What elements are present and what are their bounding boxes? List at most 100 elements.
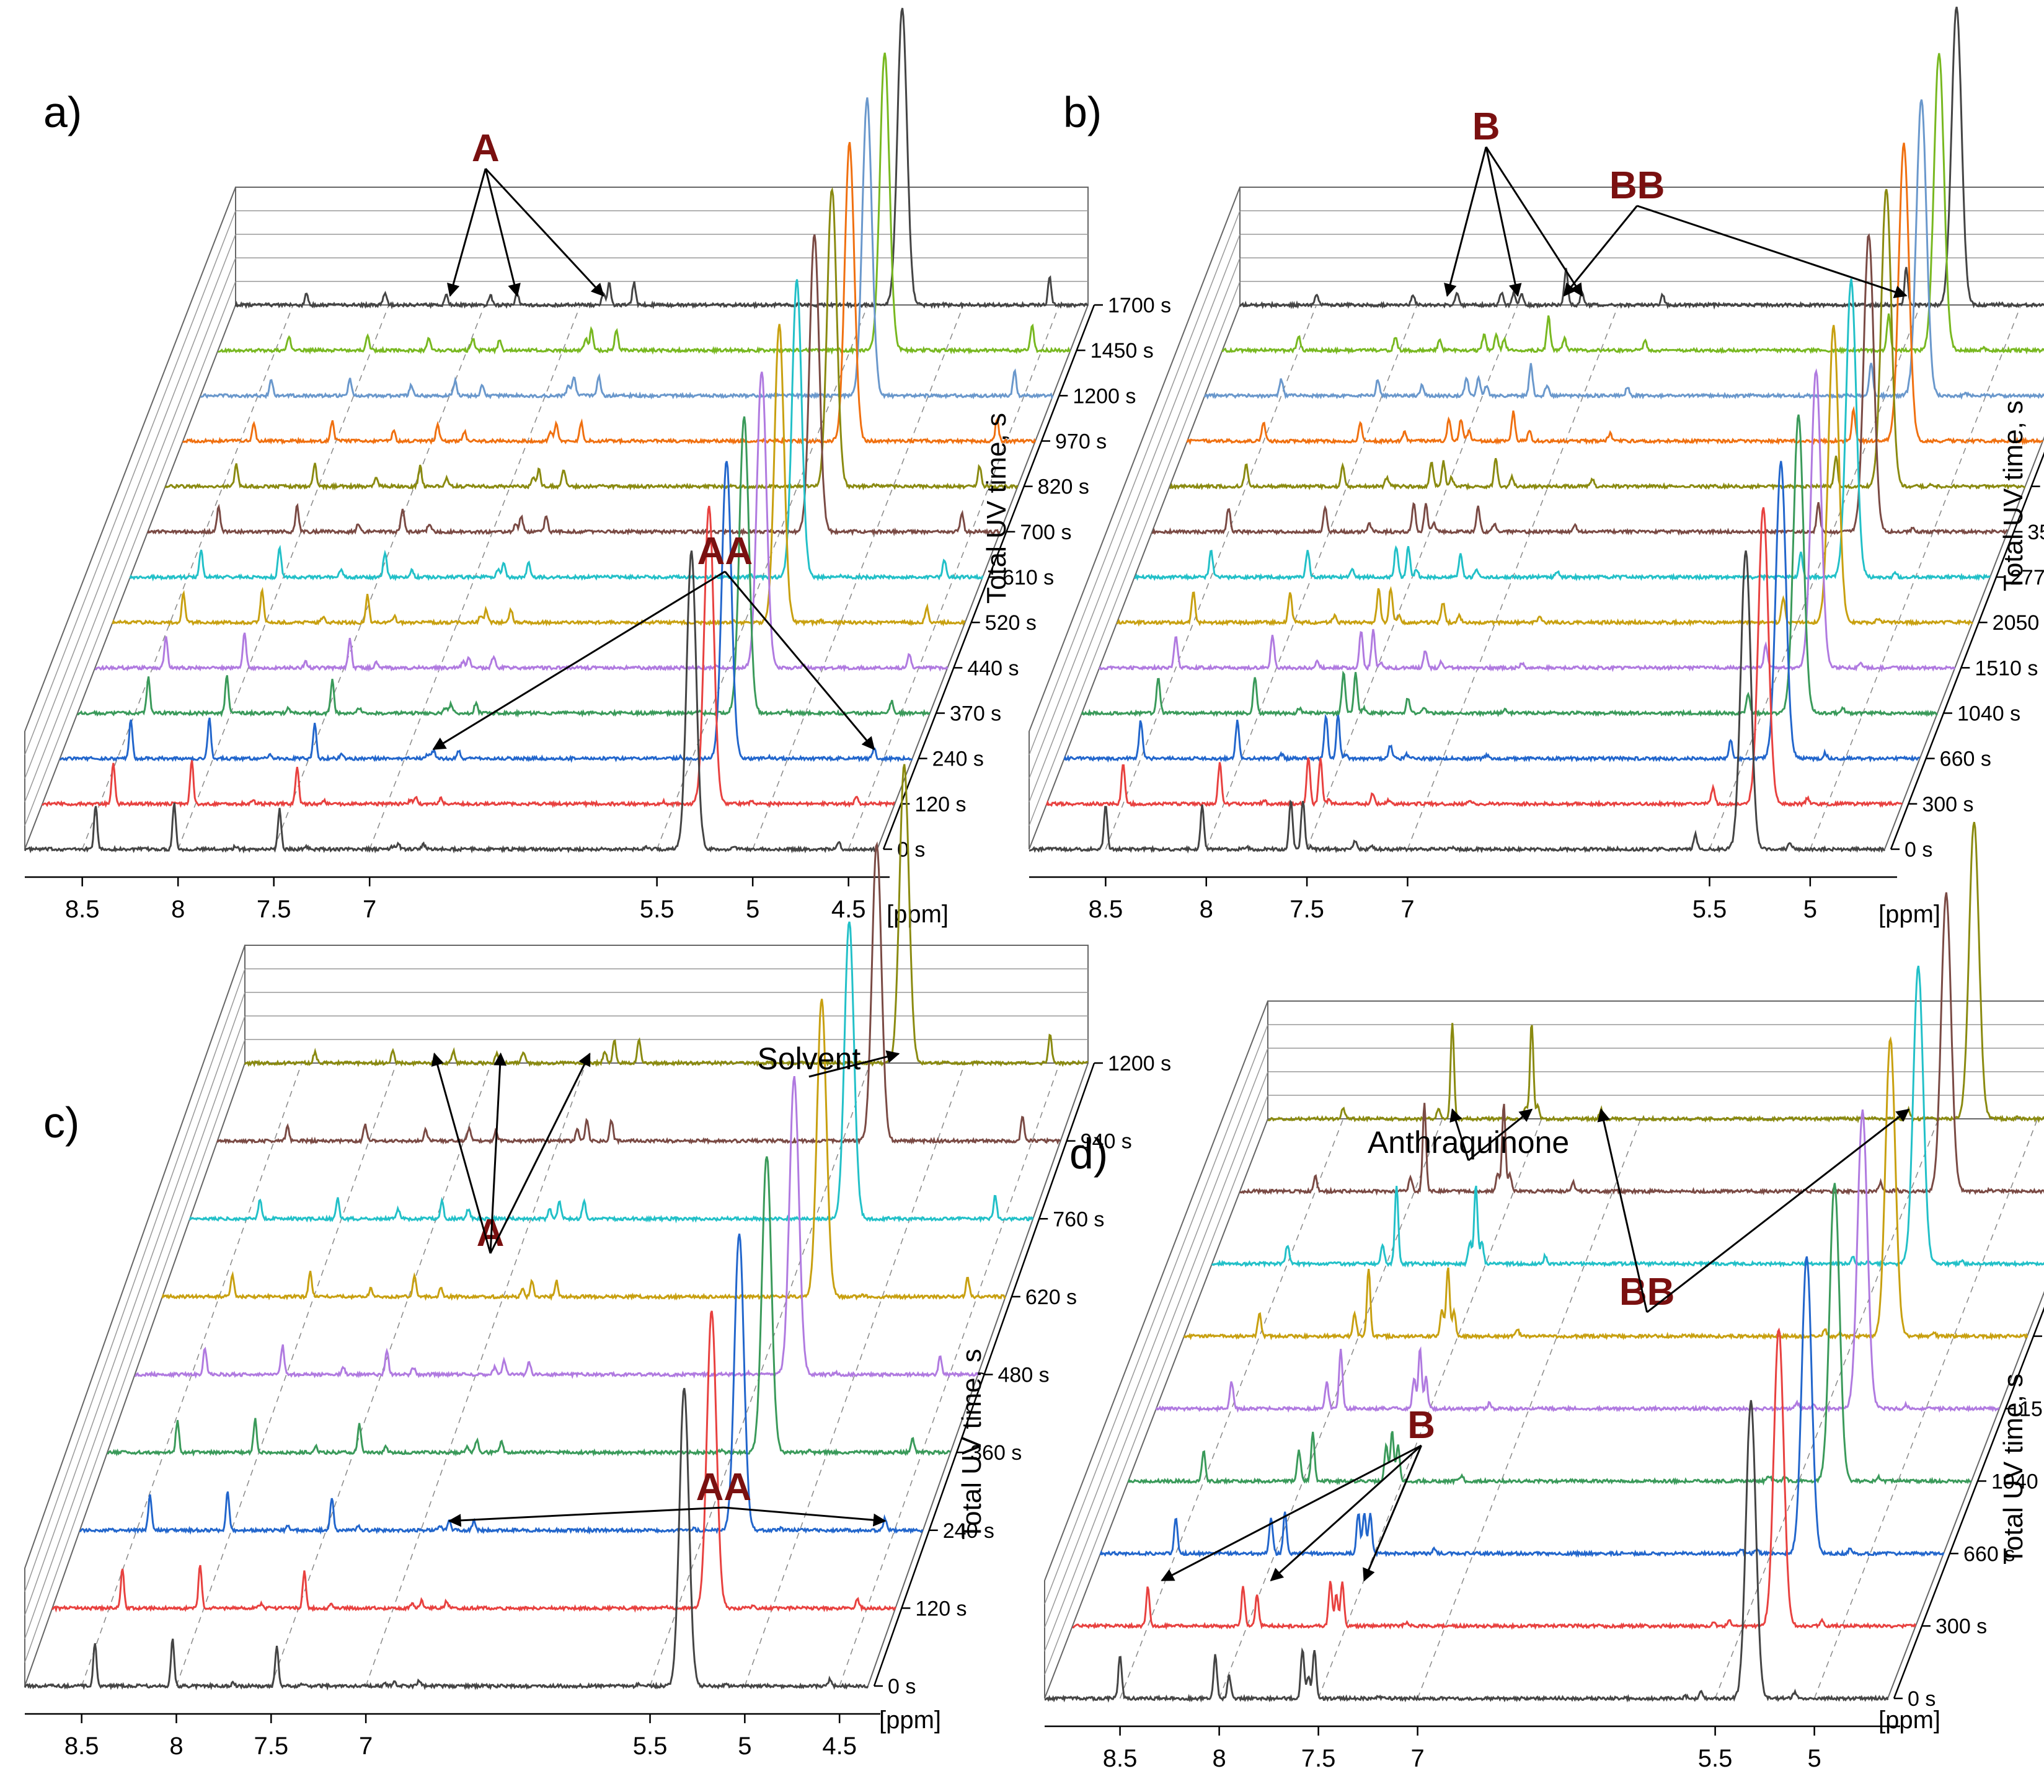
spectrum-trace	[1211, 965, 2044, 1268]
panel-c-x-axis: 8.5 8 7.5 7 5.5 5 4.5	[25, 1713, 880, 1760]
panel-b-x-axis: 8.5 8 7.5 7 5.5 5	[1029, 876, 1897, 923]
panel-d-traces	[1044, 821, 2044, 1703]
time-tick-label: 1200 s	[1108, 1052, 1171, 1075]
depth-gridline	[1105, 304, 1317, 850]
panel-c: c) 8.5 8 7.5 7 5.5 5 4.5 0 s 120 s 240 s 360 s 480…	[24, 764, 1171, 1760]
spectrum-trace	[1267, 821, 2044, 1124]
annotation-arrow	[1161, 1444, 1422, 1582]
time-tick-label: 610 s	[1002, 566, 1054, 589]
time-tick-label: 240 s	[932, 748, 984, 771]
spectrum-trace	[216, 841, 1061, 1145]
spectrum-trace	[146, 234, 1001, 537]
depth-gridline	[177, 304, 389, 850]
panel-d: d) 8.5 8 7.5 7 5.5 5 0 s 300 s 660 s 1040 s 1510 …	[1044, 821, 2044, 1772]
spectrum-trace	[164, 187, 1019, 491]
spectrum-trace	[1116, 325, 1973, 627]
spectrum-trace	[244, 764, 1089, 1067]
spectrum-trace	[24, 1388, 869, 1691]
annotation-arrow	[808, 1050, 900, 1078]
annotation-arrow	[1467, 1108, 1533, 1162]
x-tick-label: 8	[169, 1732, 183, 1760]
spectrum-trace	[1063, 461, 1920, 763]
x-tick-label: 7.5	[254, 1732, 288, 1760]
time-tick-label: 1700 s	[1108, 294, 1171, 317]
depth-gridline	[649, 1062, 871, 1687]
panel-b-traces	[1029, 6, 2044, 854]
x-tick-label: 8.5	[65, 896, 100, 923]
time-tick-label: 300 s	[1936, 1615, 1987, 1638]
depth-gridline	[1206, 304, 1418, 850]
panel-c-time-axis: 0 s 120 s 240 s 360 s 480 s 620 s 760 s 940 s 12…	[873, 1052, 1171, 1698]
left-wall-gridline	[24, 210, 236, 756]
spectrum-trace	[1073, 1327, 1917, 1630]
depth-gridline	[1119, 1118, 1344, 1699]
time-tick-label: 370 s	[950, 702, 1001, 726]
time-tick-label: 940 s	[1081, 1130, 1132, 1154]
x-tick-label: 8	[1212, 1745, 1226, 1772]
time-tick-label: 620 s	[1025, 1286, 1077, 1309]
time-tick-label: 970 s	[1055, 430, 1107, 454]
spectrum-trace	[1186, 143, 2043, 446]
time-tick-label: 1200 s	[1073, 384, 1136, 408]
spectrum-trace	[1099, 1256, 1945, 1558]
back-wall	[1267, 1000, 2044, 1119]
panel-c-letter: c)	[43, 1098, 79, 1147]
time-tick-label: 0 s	[897, 838, 925, 862]
spectrum-trace	[42, 505, 895, 808]
spectrum-trace	[188, 921, 1034, 1224]
x-tick-label: 8.5	[1089, 896, 1123, 923]
panel-a-letter: a)	[43, 88, 82, 136]
back-wall	[235, 187, 1089, 306]
panel-a-x-axis: 8.5 8 7.5 7 5.5 5 4.5	[25, 876, 890, 923]
depth-gridline	[1813, 1118, 2038, 1699]
spectrum-trace	[95, 371, 949, 673]
spectrum-trace	[107, 1156, 951, 1457]
panel-c-frame	[24, 945, 1089, 1687]
panel-d-x-unit: [ppm]	[1878, 1706, 1940, 1734]
spectrum-trace	[1169, 188, 2026, 491]
x-tick-label: 5	[738, 1732, 751, 1760]
annotation-arrow	[1563, 205, 1638, 297]
annotation-label: AA	[697, 530, 753, 573]
annotation-arrow	[1597, 1108, 1648, 1313]
x-tick-label: 7	[359, 1732, 373, 1760]
time-tick-label: 1510 s	[1975, 656, 2038, 680]
annotation-arrow	[1637, 205, 1908, 298]
time-tick-label: 480 s	[998, 1364, 1050, 1387]
x-tick-label: 5.5	[1698, 1745, 1733, 1772]
left-wall-gridline	[24, 234, 236, 779]
spectrum-trace	[129, 279, 984, 582]
x-tick-label: 7	[1400, 896, 1414, 923]
depth-gridline	[1317, 1118, 1542, 1699]
annotation-arrow	[432, 570, 726, 750]
spectrum-trace	[200, 97, 1054, 400]
annotation-arrow	[489, 1052, 507, 1254]
annotation-arrow	[723, 1506, 887, 1527]
left-wall-gridline	[24, 992, 246, 1616]
spectrum-trace	[182, 142, 1037, 446]
panel-d-x-axis: 8.5 8 7.5 7 5.5 5	[1045, 1725, 1900, 1772]
spectrum-trace	[51, 1310, 896, 1613]
spectrum-trace	[24, 550, 878, 854]
depth-gridline	[1417, 1118, 1642, 1699]
x-tick-label: 5.5	[633, 1732, 668, 1760]
annotation-arrow	[1449, 1108, 1470, 1161]
spectrum-trace	[1221, 53, 2044, 355]
left-wall	[24, 945, 246, 1687]
annotation-label: BB	[1619, 1271, 1675, 1313]
spectrum-trace	[1239, 892, 2044, 1196]
panel-c-x-unit: [ppm]	[879, 1706, 941, 1734]
left-wall-gridline	[1044, 1071, 1268, 1652]
panel-a: a) 8.5 8 7.5 7 5.5 5 4.5 0 s 120 s 240 s 370 s 440…	[24, 7, 1171, 928]
panel-a-time-axis: 0 s 120 s 240 s 370 s 440 s 520 s 610 s 700 s 82…	[882, 294, 1171, 862]
annotation-arrow	[724, 571, 875, 751]
time-tick-label: 660 s	[1940, 748, 1991, 771]
spectrum-trace	[1183, 1036, 2029, 1341]
depth-gridline	[270, 1062, 492, 1687]
panel-b: b) 8.5 8 7.5 7 5.5 5 0 s 300 s 660 s 1040 s 1510 …	[1029, 6, 2044, 928]
left-wall-gridline	[1029, 257, 1241, 803]
x-tick-label: 5	[746, 896, 759, 923]
